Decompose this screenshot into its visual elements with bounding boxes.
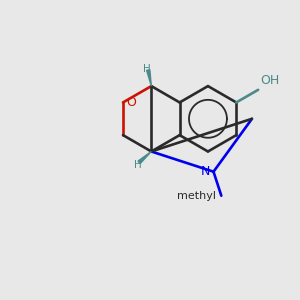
Polygon shape bbox=[147, 70, 151, 86]
Text: methyl: methyl bbox=[177, 191, 216, 201]
Text: H: H bbox=[143, 64, 151, 74]
Text: O: O bbox=[127, 96, 136, 109]
Text: N: N bbox=[201, 165, 210, 178]
Text: OH: OH bbox=[260, 74, 280, 87]
Polygon shape bbox=[138, 152, 151, 164]
Text: H: H bbox=[134, 160, 142, 170]
